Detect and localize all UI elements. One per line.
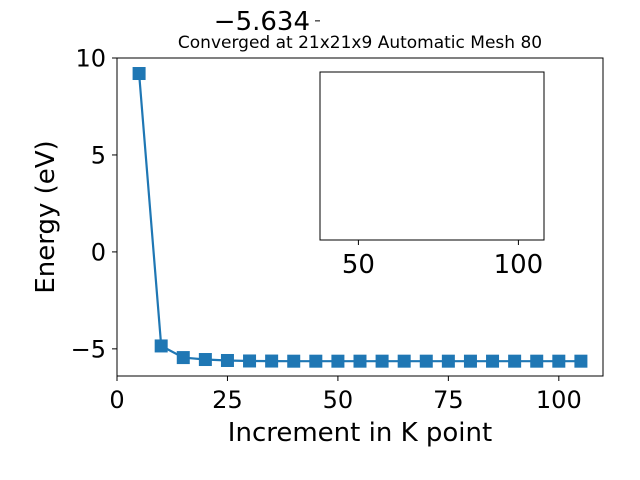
main-plot-frame [116, 57, 604, 377]
main-chart: Converged at 21x21x9 Automatic Mesh 80 E… [31, 33, 604, 448]
data-point [243, 354, 257, 368]
main-series [132, 67, 588, 368]
data-point [419, 354, 433, 368]
data-point [530, 354, 544, 368]
x-axis-label: Increment in K point [228, 418, 492, 448]
data-point [331, 354, 345, 368]
x-tick-label: 100 [536, 386, 582, 414]
x-tick-label: 50 [342, 250, 375, 280]
y-tick-label: 10 [75, 45, 106, 73]
data-point [154, 339, 168, 353]
x-tick-label: 0 [109, 386, 124, 414]
data-point [552, 354, 566, 368]
data-point [441, 354, 455, 368]
data-point [132, 67, 146, 81]
data-point [463, 354, 477, 368]
y-tick-label: 0 [91, 239, 106, 267]
x-tick-label: 100 [494, 250, 544, 280]
data-point [176, 351, 190, 365]
data-point [508, 354, 522, 368]
data-point [309, 354, 323, 368]
chart-title: Converged at 21x21x9 Automatic Mesh 80 [178, 33, 542, 53]
x-tick-label: 75 [433, 386, 464, 414]
data-point [287, 354, 301, 368]
data-point [574, 354, 588, 368]
x-tick-label: 50 [323, 386, 354, 414]
data-point [353, 354, 367, 368]
data-point [397, 354, 411, 368]
data-point [486, 354, 500, 368]
data-point [198, 353, 212, 367]
y-axis-label: Energy (eV) [31, 140, 61, 293]
data-point [375, 354, 389, 368]
data-point [265, 354, 279, 368]
x-tick-label: 25 [212, 386, 243, 414]
data-point [220, 353, 234, 367]
y-tick-label: −5.634 [214, 7, 310, 37]
inset-plot-frame [319, 71, 545, 241]
y-tick-label: −5 [71, 335, 106, 363]
inset-plot-background [320, 72, 544, 240]
y-tick-label: 5 [91, 142, 106, 170]
